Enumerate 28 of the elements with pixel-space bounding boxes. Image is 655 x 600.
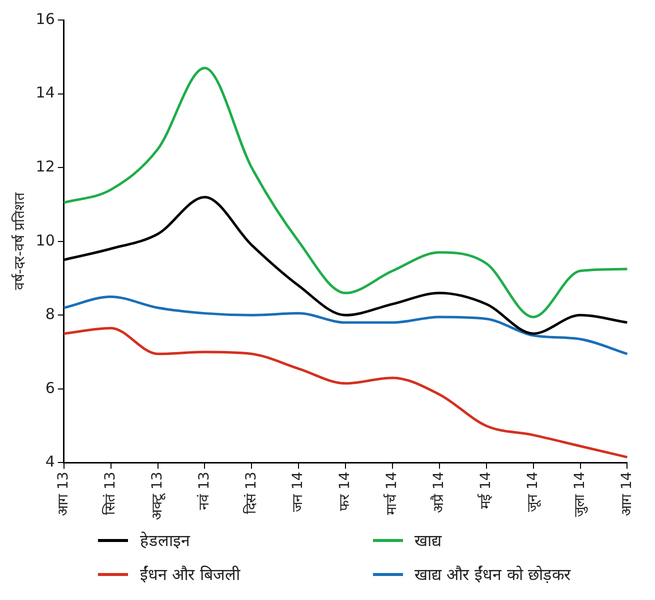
line-series <box>62 66 628 318</box>
line-series <box>62 295 628 356</box>
x-tick-label: मई 14 <box>477 472 494 509</box>
x-tick-label: जून 14 <box>524 472 541 512</box>
x-tick-label: दिसं 13 <box>242 472 260 514</box>
x-tick-label: जन 14 <box>290 472 306 512</box>
x-tick-label: फर 14 <box>337 472 354 511</box>
y-tick-label: 12 <box>36 157 55 176</box>
y-tick-label: 14 <box>36 84 55 102</box>
y-tick-label: 10 <box>36 231 55 250</box>
x-tick-label: आग 14 <box>618 472 635 516</box>
x-tick-label: सितं 13 <box>101 472 118 515</box>
x-tick-label: जुला 14 <box>572 472 588 517</box>
x-tick-label: मार्च 14 <box>383 472 400 515</box>
x-tick-label: अप्रै 14 <box>430 472 448 513</box>
x-tick-label: नवं 13 <box>196 472 212 510</box>
legend-label: खाद्य <box>414 530 442 551</box>
legend-label: हेडलाइन <box>140 530 190 551</box>
legend-label: खाद्य और ईंधन को छोड़कर <box>414 564 571 585</box>
y-tick-label: 16 <box>36 10 55 28</box>
y-tick-label: 6 <box>45 378 55 397</box>
line-series <box>62 326 628 458</box>
legend-label: ईंधन और बिजली <box>140 564 240 585</box>
y-tick-label: 4 <box>45 452 55 471</box>
x-tick-label: आग 13 <box>56 472 72 516</box>
y-axis-title: वर्ष-दर-वर्ष प्रतिशत <box>11 192 28 290</box>
y-tick-label: 8 <box>45 305 55 324</box>
x-tick-label: अक्टू 13 <box>149 472 166 520</box>
